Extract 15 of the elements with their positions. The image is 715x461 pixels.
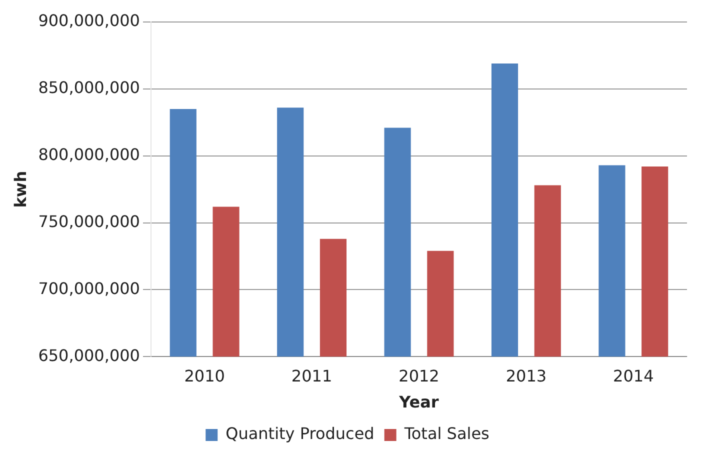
- x-tick-label: 2010: [184, 366, 225, 386]
- x-axis-title: Year: [398, 392, 439, 412]
- y-tick-label: 900,000,000: [38, 11, 140, 30]
- x-tick-label: 2014: [613, 366, 654, 386]
- y-tick-label: 750,000,000: [38, 212, 140, 231]
- y-tick-label: 650,000,000: [38, 346, 140, 365]
- x-tick-label: 2011: [291, 366, 332, 386]
- x-tick-label: 2012: [398, 366, 440, 386]
- legend-label: Quantity Produced: [226, 424, 374, 444]
- y-axis-title: kwh: [10, 170, 30, 208]
- x-tick-label: 2013: [506, 366, 547, 386]
- y-tick-label: 800,000,000: [38, 144, 140, 164]
- y-tick-label: 850,000,000: [38, 78, 140, 98]
- legend-label: Total Sales: [403, 424, 490, 444]
- y-tick-label: 700,000,000: [38, 278, 140, 298]
